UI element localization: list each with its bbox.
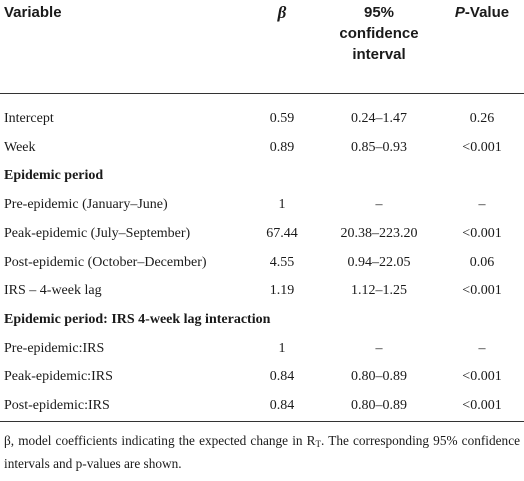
header-p-value: P-Value: [440, 2, 524, 23]
row-beta: 67.44: [266, 225, 298, 241]
row-p-value: 0.26: [469, 111, 495, 126]
row-p-value: <0.001: [462, 369, 502, 385]
header-ci-line3: interval: [352, 46, 406, 63]
row-ci: 1.12–1.25: [351, 283, 407, 299]
row-p-value: 0.06: [469, 254, 495, 270]
row-ci: 0.85–0.93: [351, 139, 407, 155]
header-beta: β: [252, 2, 312, 23]
row-beta: 0.84: [269, 398, 295, 413]
row-ci: 0.94–22.05: [347, 254, 411, 270]
row-label: Post-epidemic (October–December): [4, 254, 207, 270]
footnote-prefix: β, model coefficients indicating the exp…: [4, 433, 316, 448]
row-p-value: <0.001: [462, 139, 502, 155]
row-ci: –: [375, 340, 383, 356]
row-label: Intercept: [4, 111, 54, 126]
row-label: IRS – 4-week lag: [4, 283, 102, 299]
row-beta: 1.19: [269, 283, 295, 299]
header-ci-line2: confidence: [339, 25, 419, 42]
row-beta: 0.84: [269, 369, 295, 385]
row-beta: 1: [278, 340, 286, 356]
row-label: Pre-epidemic:IRS: [4, 340, 105, 356]
header-variable: Variable: [4, 4, 62, 21]
row-ci: 0.80–0.89: [351, 398, 407, 413]
footnote-subscript: T: [315, 439, 322, 449]
row-label: Week: [4, 139, 36, 155]
table-footnote: β, model coefficients indicating the exp…: [4, 431, 520, 474]
header-p-rest: -Value: [464, 4, 510, 21]
row-ci: 20.38–223.20: [340, 225, 418, 241]
row-label: Post-epidemic:IRS: [4, 398, 110, 413]
row-beta: 4.55: [269, 254, 295, 270]
row-label: Pre-epidemic (January–June): [4, 197, 168, 213]
footnote-suffix: . The corresponding 95% confidence inter…: [4, 433, 520, 471]
row-p-value: –: [478, 197, 486, 213]
header-p-italic: P: [454, 4, 465, 21]
row-label: Peak-epidemic:IRS: [4, 369, 113, 385]
header-beta-text: β: [277, 3, 287, 22]
row-ci: 0.80–0.89: [351, 369, 407, 385]
bottom-rule: [0, 421, 524, 422]
header-rule: [0, 93, 524, 94]
row-p-value: <0.001: [462, 283, 502, 299]
row-p-value: <0.001: [462, 225, 502, 241]
row-label: Peak-epidemic (July–September): [4, 225, 191, 241]
row-p-value: –: [478, 340, 486, 356]
row-ci: 0.24–1.47: [351, 111, 407, 126]
header-ci: 95% confidence interval: [318, 2, 440, 65]
header-ci-line1: 95%: [363, 4, 395, 21]
row-beta: 0.89: [269, 139, 295, 155]
row-beta: 0.59: [269, 111, 295, 126]
row-beta: 1: [278, 197, 286, 213]
section-heading: Epidemic period: IRS 4-week lag interact…: [4, 311, 271, 327]
section-heading: Epidemic period: [4, 168, 104, 184]
row-p-value: <0.001: [462, 398, 502, 413]
row-ci: –: [375, 197, 383, 213]
